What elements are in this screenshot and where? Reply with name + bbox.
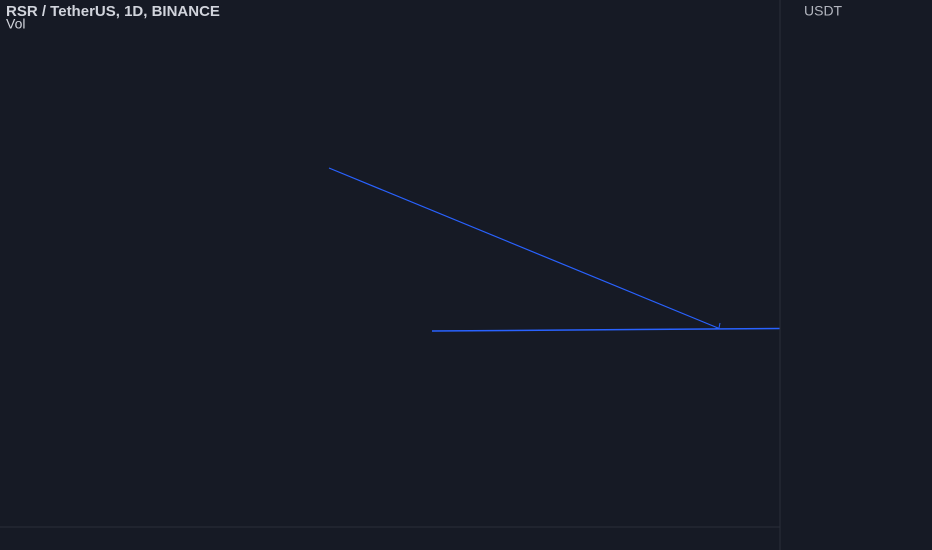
horizontal-ray (431, 327, 781, 332)
axis-unit: USDT (804, 3, 843, 19)
drawing-handle (713, 322, 721, 330)
drawings (328, 167, 781, 332)
chart-title: RSR / TetherUS, 1D, BINANCE (6, 3, 220, 20)
price-axis-bg (780, 0, 932, 550)
trend-line (328, 167, 719, 329)
volume-legend: Vol (6, 16, 25, 32)
time-axis-bg (0, 527, 780, 550)
